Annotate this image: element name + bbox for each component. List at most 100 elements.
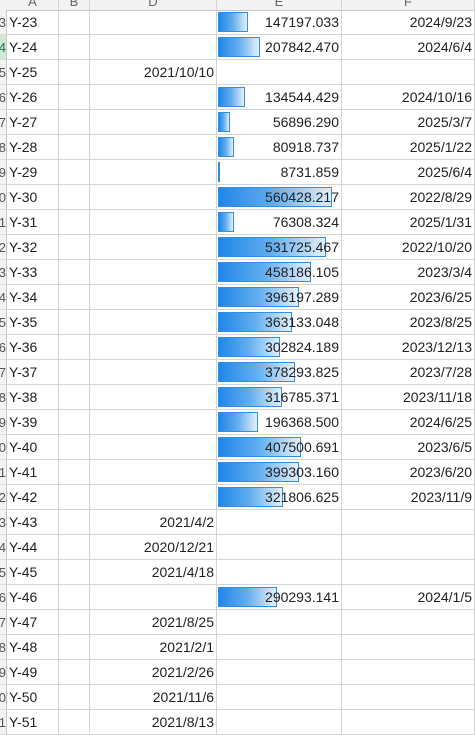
cell-amount[interactable]: 76308.324 [217,210,342,235]
cell-b[interactable] [59,260,90,285]
cell-amount[interactable]: 378293.825 [217,360,342,385]
row-header[interactable]: 37 [0,360,7,385]
cell-date-f[interactable]: 2022/8/29 [342,185,475,210]
cell-amount[interactable]: 396197.289 [217,285,342,310]
cell-date-d[interactable] [90,310,217,335]
cell-b[interactable] [59,610,90,635]
cell-id[interactable]: Y-34 [7,285,59,310]
cell-date-d[interactable]: 2021/10/10 [90,60,217,85]
cell-date-f[interactable]: 2024/9/23 [342,10,475,35]
cell-date-d[interactable] [90,160,217,185]
cell-id[interactable]: Y-27 [7,110,59,135]
cell-amount[interactable]: 321806.625 [217,485,342,510]
cell-b[interactable] [59,110,90,135]
column-header-f[interactable]: F [342,0,475,10]
cell-date-f[interactable]: 2025/1/31 [342,210,475,235]
cell-b[interactable] [59,460,90,485]
cell-date-d[interactable] [90,285,217,310]
cell-id[interactable]: Y-50 [7,685,59,710]
row-header[interactable]: 39 [0,410,7,435]
cell-date-f[interactable]: 2023/3/4 [342,260,475,285]
cell-date-d[interactable] [90,110,217,135]
cell-b[interactable] [59,210,90,235]
cell-amount[interactable]: 134544.429 [217,85,342,110]
row-header[interactable]: 49 [0,660,7,685]
row-header[interactable]: 50 [0,685,7,710]
cell-id[interactable]: Y-38 [7,385,59,410]
cell-amount[interactable] [217,710,342,735]
column-header-e[interactable]: E [217,0,342,10]
row-header[interactable]: 27 [0,110,7,135]
cell-amount[interactable]: 399303.160 [217,460,342,485]
cell-id[interactable]: Y-32 [7,235,59,260]
cell-id[interactable]: Y-36 [7,335,59,360]
cell-b[interactable] [59,285,90,310]
cell-id[interactable]: Y-39 [7,410,59,435]
cell-date-d[interactable] [90,335,217,360]
cell-amount[interactable]: 56896.290 [217,110,342,135]
cell-date-d[interactable] [90,360,217,385]
cell-date-d[interactable]: 2021/8/13 [90,710,217,735]
cell-amount[interactable]: 80918.737 [217,135,342,160]
cell-b[interactable] [59,35,90,60]
cell-amount[interactable] [217,535,342,560]
row-header[interactable]: 45 [0,560,7,585]
cell-b[interactable] [59,335,90,360]
cell-date-d[interactable]: 2021/2/1 [90,635,217,660]
cell-date-d[interactable] [90,10,217,35]
row-header[interactable]: 40 [0,435,7,460]
cell-id[interactable]: Y-31 [7,210,59,235]
column-header-d[interactable]: D [90,0,217,10]
cell-b[interactable] [59,635,90,660]
row-header[interactable]: 23 [0,10,7,35]
cell-date-d[interactable] [90,35,217,60]
row-header[interactable]: 25 [0,60,7,85]
cell-date-f[interactable]: 2024/10/16 [342,85,475,110]
cell-amount[interactable]: 560428.217 [217,185,342,210]
cell-b[interactable] [59,710,90,735]
cell-amount[interactable] [217,635,342,660]
row-header[interactable]: 47 [0,610,7,635]
cell-date-f[interactable]: 2024/6/25 [342,410,475,435]
cell-id[interactable]: Y-48 [7,635,59,660]
cell-id[interactable]: Y-46 [7,585,59,610]
cell-amount[interactable]: 302824.189 [217,335,342,360]
row-header[interactable]: 35 [0,310,7,335]
cell-date-d[interactable] [90,235,217,260]
cell-date-d[interactable] [90,210,217,235]
cell-date-d[interactable]: 2021/11/6 [90,685,217,710]
cell-b[interactable] [59,660,90,685]
cell-b[interactable] [59,160,90,185]
cell-id[interactable]: Y-23 [7,10,59,35]
cell-id[interactable]: Y-26 [7,85,59,110]
cell-date-f[interactable] [342,60,475,85]
cell-b[interactable] [59,60,90,85]
cell-date-f[interactable]: 2023/11/9 [342,485,475,510]
cell-amount[interactable]: 290293.141 [217,585,342,610]
cell-date-f[interactable]: 2022/10/20 [342,235,475,260]
cell-date-f[interactable]: 2025/6/4 [342,160,475,185]
row-header[interactable]: 42 [0,485,7,510]
row-header[interactable]: 44 [0,535,7,560]
cell-date-f[interactable]: 2023/6/25 [342,285,475,310]
cell-date-f[interactable]: 2024/1/5 [342,585,475,610]
cell-amount[interactable]: 8731.859 [217,160,342,185]
row-header[interactable]: 48 [0,635,7,660]
cell-b[interactable] [59,685,90,710]
cell-date-f[interactable]: 2023/12/13 [342,335,475,360]
cell-date-f[interactable] [342,535,475,560]
cell-date-f[interactable] [342,710,475,735]
row-header[interactable]: 38 [0,385,7,410]
row-header[interactable]: 30 [0,185,7,210]
cell-b[interactable] [59,185,90,210]
cell-date-d[interactable] [90,585,217,610]
cell-date-f[interactable]: 2025/3/7 [342,110,475,135]
cell-date-d[interactable] [90,260,217,285]
cell-id[interactable]: Y-51 [7,710,59,735]
row-header[interactable]: 31 [0,210,7,235]
row-header[interactable]: 32 [0,235,7,260]
row-header[interactable]: 34 [0,285,7,310]
cell-b[interactable] [59,410,90,435]
row-header[interactable]: 24 [0,35,7,60]
cell-amount[interactable] [217,510,342,535]
